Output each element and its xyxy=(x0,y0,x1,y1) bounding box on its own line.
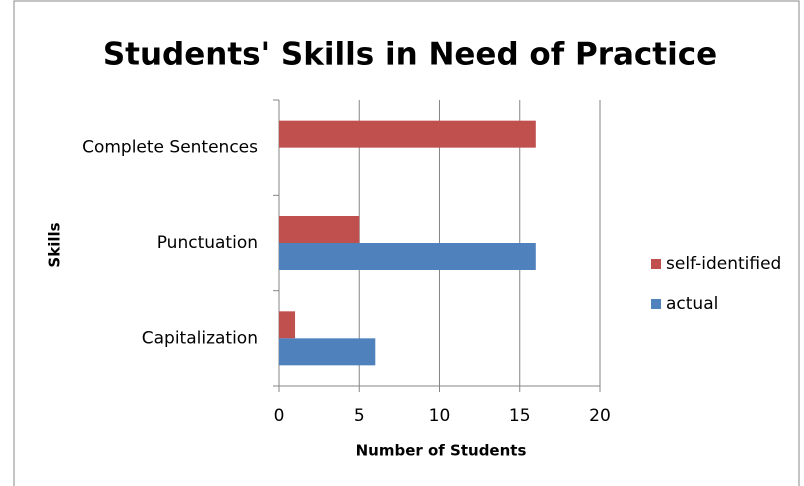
y-tick-label: Capitalization xyxy=(142,328,258,348)
y-axis-title: Skills xyxy=(46,222,64,267)
x-tick-label: 15 xyxy=(509,406,531,426)
bar xyxy=(279,120,536,148)
legend-label: actual xyxy=(666,294,718,314)
x-tick-label: 10 xyxy=(429,406,451,426)
legend-label: self-identified xyxy=(666,254,781,274)
y-tick-label: Complete Sentences xyxy=(82,138,258,158)
legend-swatch xyxy=(651,299,661,309)
x-tick-label: 0 xyxy=(274,406,285,426)
bar xyxy=(279,243,536,270)
legend-swatch xyxy=(651,259,661,269)
x-tick-label: 5 xyxy=(354,406,365,426)
x-axis-title: Number of Students xyxy=(356,442,527,460)
bar xyxy=(279,216,360,243)
y-tick-label: Punctuation xyxy=(157,233,258,253)
x-tick-label: 20 xyxy=(589,406,611,426)
bar xyxy=(279,338,376,366)
chart-title: Students' Skills in Need of Practice xyxy=(103,37,717,73)
bar xyxy=(279,311,296,339)
